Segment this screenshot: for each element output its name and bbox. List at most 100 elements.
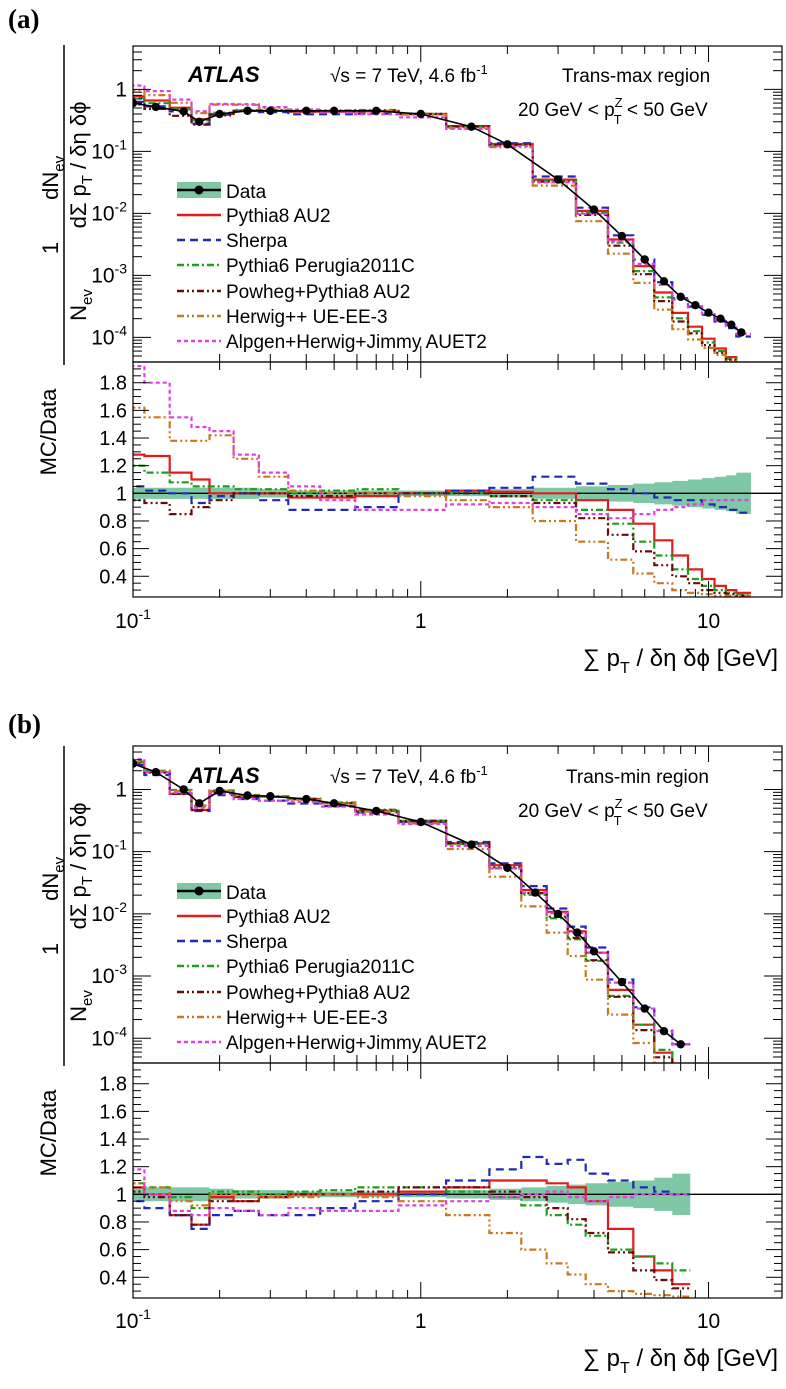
data-point (195, 799, 204, 808)
y-label-den-sub: T (79, 175, 96, 184)
data-point (266, 792, 275, 801)
series-line-ratio (133, 1186, 691, 1290)
data-point (266, 106, 275, 116)
y-label-nev: N (66, 305, 91, 321)
x-tick-label-exponent: -1 (138, 606, 151, 622)
legend-item: Sherpa (177, 231, 288, 252)
series-line-ratio (133, 1168, 691, 1217)
pt-cut-text: 20 GeV < p (518, 100, 615, 121)
y-axis-label-main: 1 dN ev Nev dΣ pT / δη δϕ (38, 746, 96, 1066)
y-tick-label-mantissa: 10 (91, 841, 114, 864)
panel-label: (a) (8, 4, 39, 34)
energy-text: √s = 7 TeV, 4.6 fb (330, 66, 476, 87)
series-line-ratio (133, 453, 751, 594)
y-label-den-text2: / δη δϕ (66, 102, 91, 176)
ratio-y-tick-label: 0.4 (99, 1267, 127, 1289)
y-label-den: dΣ pT / δη δϕ (66, 102, 96, 229)
data-point (589, 947, 599, 956)
legend: Data Pythia8 AU2 Sherpa Pythia6 Perugia2… (177, 182, 487, 353)
data-point (215, 109, 224, 119)
y-label-dn: dN (38, 172, 63, 200)
legend-label: Pythia6 Perugia2011C (226, 256, 415, 277)
pt-cut-text-end: < 50 GeV (622, 100, 708, 121)
x-axis-label: ∑ pT / δη δϕ [GeV] (583, 1345, 778, 1377)
data-point (676, 292, 685, 301)
x-tick-label: 10-1 (115, 1306, 151, 1333)
atlas-label: ATLAS (187, 62, 260, 87)
data-point (467, 840, 476, 849)
data-point (133, 759, 138, 768)
data-point (243, 106, 252, 116)
y-tick-label: 10-1 (91, 837, 127, 864)
legend-label: Sherpa (226, 932, 288, 953)
legend-item: Pythia6 Perugia2011C (177, 256, 415, 277)
energy-exponent: -1 (476, 62, 488, 77)
y-axis-label-ratio: MC/Data (36, 1089, 61, 1177)
data-point (243, 791, 252, 800)
legend-data-marker (194, 185, 204, 195)
legend-item-data: Data (177, 182, 267, 203)
series-line-main (133, 103, 738, 362)
data-point (640, 1004, 649, 1013)
ratio-y-tick-label: 1.8 (99, 373, 127, 395)
data-point (329, 799, 339, 808)
region-label: Trans-min region (566, 767, 709, 788)
y-tick-label-exponent: -2 (115, 899, 128, 915)
ratio-plot-frame (132, 361, 783, 598)
ratio-y-tick-label: 0.6 (99, 539, 127, 561)
legend-label: Herwig++ UE-EE-3 (226, 307, 388, 328)
pt-cut-text-end: < 50 GeV (622, 801, 708, 822)
y-tick-label-exponent: -4 (115, 322, 128, 338)
panel-b: (b) ATLAS √s = 7 TeV, 4.6 fb-1 Trans-min… (8, 709, 783, 1377)
data-point (727, 320, 736, 329)
ratio-y-tick-label: 1 (116, 483, 127, 505)
legend-label: Pythia8 AU2 (226, 907, 331, 928)
data-point (372, 806, 381, 816)
x-tick-label-mantissa: 1 (415, 610, 427, 633)
pt-cut-label: 20 GeV < pZ T < 50 GeV (518, 95, 708, 127)
y-label-nev-sub: ev (79, 289, 96, 305)
x-label-text2: / δη δϕ [GeV] (630, 1345, 778, 1372)
x-tick-label: 1 (415, 1310, 427, 1333)
series-line-main (133, 100, 751, 338)
y-label-num-text: 1 (38, 943, 63, 955)
x-tick-label-mantissa: 10 (115, 1310, 138, 1333)
series-line-main (133, 89, 738, 362)
y-label-dn: dN (38, 873, 63, 901)
data-point (589, 205, 599, 214)
ratio-y-tick-label: 1.8 (99, 1074, 127, 1096)
data-line (133, 102, 742, 334)
ratio-y-tick-label: 1.6 (99, 1101, 127, 1123)
y-tick-label-exponent: -1 (115, 136, 128, 152)
series-line-main (133, 762, 674, 1063)
data-point (151, 767, 160, 777)
data-point (467, 122, 476, 131)
y-tick-label-mantissa: 10 (91, 1027, 114, 1050)
data-point (553, 909, 563, 919)
legend-label: Powheg+Pythia8 AU2 (226, 282, 410, 303)
y-tick-label-mantissa: 10 (91, 140, 114, 163)
y-tick-label-exponent: -4 (115, 1023, 128, 1039)
y-tick-label-exponent: -3 (115, 961, 128, 977)
pt-cut-text: 20 GeV < p (518, 801, 615, 822)
y-label-den-sub: T (79, 876, 96, 885)
y-tick-label-mantissa: 1 (115, 778, 127, 801)
atlas-label: ATLAS (187, 763, 260, 788)
x-label-text: ∑ p (583, 645, 620, 672)
legend-item: Herwig++ UE-EE-3 (177, 1008, 388, 1029)
y-tick-label-exponent: -3 (115, 260, 128, 276)
series-line-ratio (133, 406, 751, 597)
data-point (372, 106, 381, 116)
y-axis-label-ratio: MC/Data (36, 388, 61, 476)
y-tick-label-mantissa: 10 (91, 202, 114, 225)
legend-item: Pythia8 AU2 (177, 907, 331, 928)
panel-a: (a) ATLAS √s = 7 TeV, 4.6 fb-1 Trans-max… (8, 4, 783, 677)
x-tick-label: 10 (697, 1310, 720, 1333)
ratio-y-tick-label: 1 (116, 1184, 127, 1206)
x-axis-label: ∑ pT / δη δϕ [GeV] (583, 645, 778, 677)
series-line-main (133, 95, 738, 362)
series-line-ratio (133, 1155, 691, 1230)
legend-item: Powheg+Pythia8 AU2 (177, 983, 410, 1004)
data-point (195, 117, 204, 127)
data-point (151, 102, 160, 112)
